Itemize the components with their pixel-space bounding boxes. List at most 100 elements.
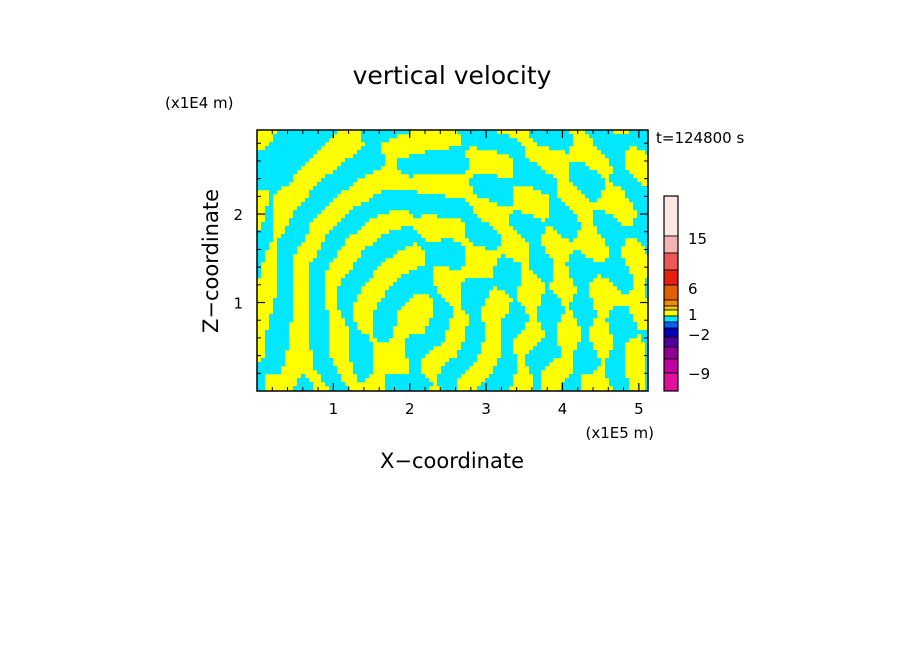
field-cell-negative xyxy=(497,386,502,391)
field-cell-negative xyxy=(389,326,394,331)
field-cell-negative xyxy=(589,258,594,263)
field-cell-negative xyxy=(317,314,322,319)
field-cell-negative xyxy=(469,142,474,147)
field-cell-negative xyxy=(289,170,294,175)
field-cell-negative xyxy=(385,134,390,139)
field-cell-negative xyxy=(549,346,554,351)
field-cell-negative xyxy=(321,286,326,291)
field-cell-negative xyxy=(377,262,382,267)
field-cell-negative xyxy=(625,230,630,235)
field-cell-negative xyxy=(629,282,634,287)
field-cell-negative xyxy=(621,286,626,291)
field-cell-negative xyxy=(457,358,462,363)
field-cell-negative xyxy=(629,134,634,139)
field-cell-negative xyxy=(285,178,290,183)
field-cell-negative xyxy=(277,274,282,279)
field-cell-negative xyxy=(513,298,518,303)
field-cell-negative xyxy=(481,302,486,307)
field-cell-negative xyxy=(417,278,422,283)
field-cell-negative xyxy=(521,230,526,235)
field-cell-negative xyxy=(353,274,358,279)
field-cell-negative xyxy=(345,310,350,315)
field-cell-negative xyxy=(445,378,450,383)
field-cell-negative xyxy=(309,318,314,323)
field-cell-negative xyxy=(425,202,430,207)
field-cell-negative xyxy=(265,178,270,183)
field-cell-negative xyxy=(277,182,282,187)
field-cell-negative xyxy=(537,130,542,135)
field-cell-negative xyxy=(605,138,610,143)
field-cell-negative xyxy=(473,302,478,307)
field-cell-negative xyxy=(441,162,446,167)
field-cell-negative xyxy=(317,134,322,139)
field-cell-negative xyxy=(321,198,326,203)
field-cell-negative xyxy=(397,198,402,203)
field-cell-negative xyxy=(477,350,482,355)
field-cell-negative xyxy=(597,130,602,135)
field-cell-negative xyxy=(581,170,586,175)
field-cell-negative xyxy=(381,158,386,163)
field-cell-negative xyxy=(453,254,458,259)
field-cell-negative xyxy=(269,354,274,359)
field-cell-negative xyxy=(361,258,366,263)
field-cell-negative xyxy=(325,254,330,259)
field-cell-negative xyxy=(525,178,530,183)
field-cell-negative xyxy=(313,346,318,351)
field-cell-negative xyxy=(577,162,582,167)
field-cell-negative xyxy=(405,290,410,295)
field-cell-negative xyxy=(397,378,402,383)
field-cell-negative xyxy=(573,366,578,371)
field-cell-negative xyxy=(541,314,546,319)
field-cell-negative xyxy=(633,202,638,207)
field-cell-negative xyxy=(629,130,634,135)
field-cell-negative xyxy=(321,346,326,351)
field-cell-negative xyxy=(261,374,266,379)
field-cell-negative xyxy=(273,306,278,311)
field-cell-negative xyxy=(593,266,598,271)
field-cell-negative xyxy=(309,338,314,343)
field-cell-negative xyxy=(445,262,450,267)
field-cell-negative xyxy=(405,286,410,291)
field-cell-negative xyxy=(409,198,414,203)
field-cell-negative xyxy=(621,282,626,287)
field-cell-negative xyxy=(329,382,334,387)
field-cell-negative xyxy=(441,202,446,207)
field-cell-negative xyxy=(489,238,494,243)
field-cell-negative xyxy=(265,222,270,227)
field-cell-negative xyxy=(261,154,266,159)
field-cell-negative xyxy=(437,170,442,175)
field-cell-negative xyxy=(533,234,538,239)
field-cell-negative xyxy=(285,166,290,171)
field-cell-negative xyxy=(389,246,394,251)
field-cell-negative xyxy=(493,386,498,391)
field-cell-negative xyxy=(621,166,626,171)
field-cell-negative xyxy=(545,306,550,311)
field-cell-negative xyxy=(417,270,422,275)
field-cell-negative xyxy=(289,270,294,275)
field-cell-negative xyxy=(429,154,434,159)
field-cell-negative xyxy=(393,206,398,211)
field-cell-negative xyxy=(545,218,550,223)
field-cell-negative xyxy=(537,270,542,275)
field-cell-negative xyxy=(457,202,462,207)
field-cell-negative xyxy=(269,318,274,323)
field-cell-negative xyxy=(465,298,470,303)
field-cell-negative xyxy=(553,338,558,343)
field-cell-negative xyxy=(469,302,474,307)
field-cell-negative xyxy=(493,146,498,151)
field-cell-negative xyxy=(509,286,514,291)
field-cell-negative xyxy=(265,234,270,239)
field-cell-negative xyxy=(321,258,326,263)
field-cell-negative xyxy=(641,330,646,335)
field-cell-negative xyxy=(465,310,470,315)
field-cell-negative xyxy=(329,366,334,371)
field-cell-negative xyxy=(645,330,648,335)
field-cell-negative xyxy=(621,342,626,347)
field-cell-negative xyxy=(409,282,414,287)
field-cell-negative xyxy=(609,242,614,247)
field-cell-negative xyxy=(301,382,306,387)
field-cell-negative xyxy=(621,346,626,351)
field-cell-negative xyxy=(349,350,354,355)
field-cell-negative xyxy=(377,154,382,159)
field-cell-negative xyxy=(325,354,330,359)
